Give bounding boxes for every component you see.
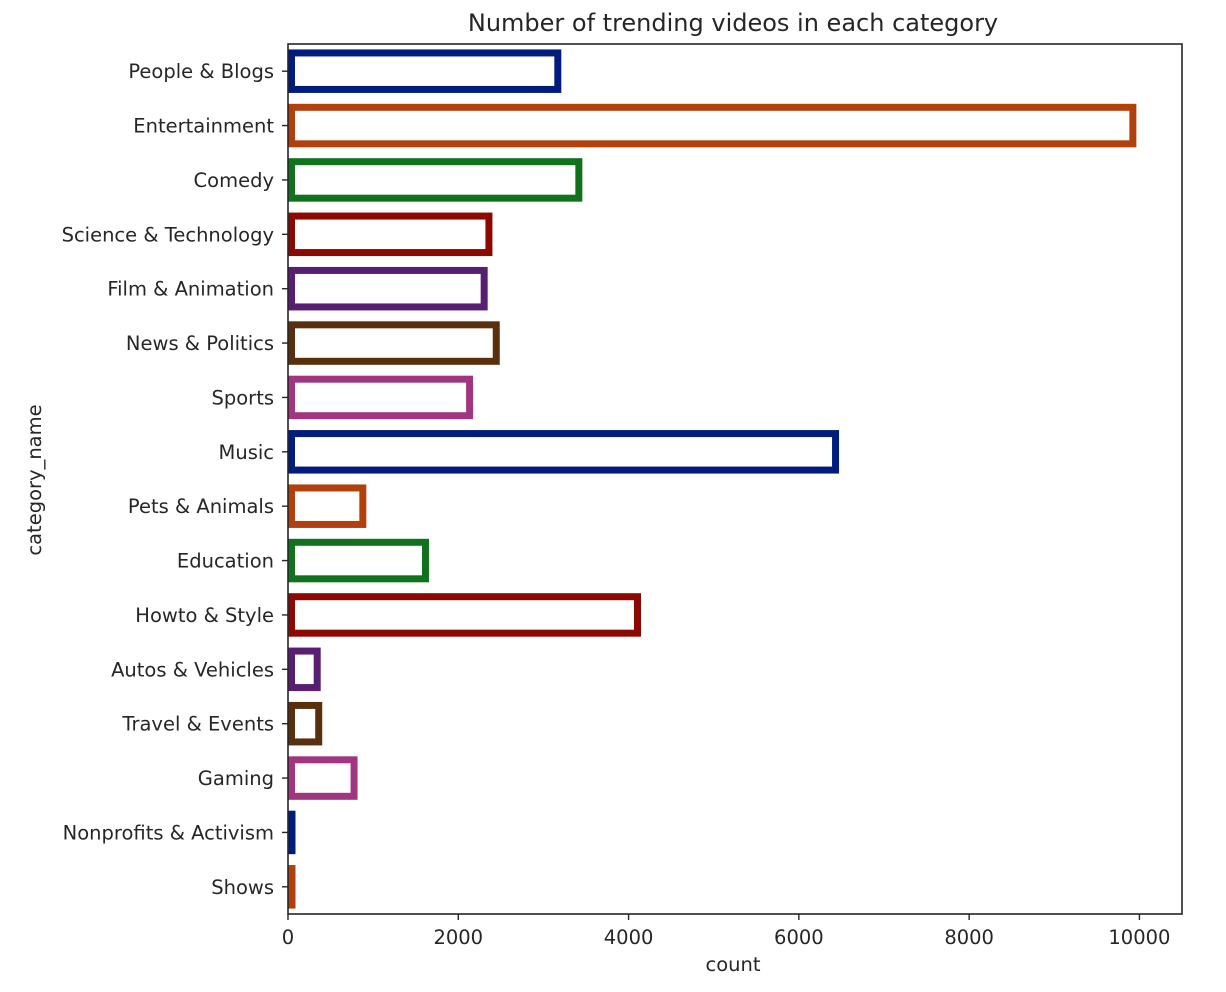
- bar: [288, 49, 562, 93]
- y-tick-label: Nonprofits & Activism: [63, 821, 274, 844]
- x-tick-label: 8000: [944, 926, 994, 949]
- bar: [288, 266, 488, 311]
- x-tick-label: 0: [282, 926, 294, 949]
- y-tick-label: Comedy: [194, 169, 274, 192]
- y-tick-label: Entertainment: [133, 115, 274, 138]
- x-tick-label: 4000: [604, 926, 654, 949]
- bar: [288, 484, 367, 528]
- x-tick-label: 2000: [433, 926, 483, 949]
- y-tick-label: Sports: [211, 386, 274, 409]
- plot-frame: [287, 43, 1183, 915]
- y-tick-label: Film & Animation: [107, 278, 274, 301]
- bar: [288, 212, 493, 257]
- y-tick-label: Music: [219, 441, 274, 464]
- y-tick-label: Autos & Vehicles: [111, 658, 274, 681]
- y-tick-label: Science & Technology: [62, 223, 274, 246]
- y-axis-label: category_name: [23, 404, 46, 555]
- bar: [288, 593, 642, 637]
- y-tick-label: Howto & Style: [135, 604, 274, 627]
- bars-group: [288, 49, 1137, 909]
- chart-title: Number of trending videos in each catego…: [468, 9, 998, 37]
- y-tick-label: Education: [177, 550, 274, 573]
- y-tick-label: Travel & Events: [121, 713, 274, 736]
- bar: [288, 647, 321, 692]
- y-tick-label: Gaming: [198, 767, 274, 790]
- bar: [288, 321, 500, 365]
- bar: [288, 103, 1137, 148]
- bar: [288, 430, 840, 474]
- x-axis-label: count: [705, 953, 760, 976]
- y-axis-ticks: People & Blogs Entertainment Comedy Science…: [62, 60, 288, 899]
- y-tick-label: Shows: [211, 876, 274, 899]
- bar: [288, 810, 296, 855]
- bar: [288, 158, 583, 202]
- x-tick-label: 6000: [774, 926, 824, 949]
- y-tick-label: People & Blogs: [128, 60, 274, 83]
- y-tick-label: News & Politics: [126, 332, 274, 355]
- x-tick-label: 10000: [1108, 926, 1170, 949]
- y-tick-label: Pets & Animals: [128, 495, 274, 518]
- bar: [288, 538, 429, 583]
- x-axis-ticks: 0 2000 4000 6000 8000 10000: [282, 914, 1170, 949]
- bar: [288, 865, 296, 909]
- bar: [288, 756, 358, 800]
- bar: [288, 701, 323, 746]
- bar: [288, 375, 474, 420]
